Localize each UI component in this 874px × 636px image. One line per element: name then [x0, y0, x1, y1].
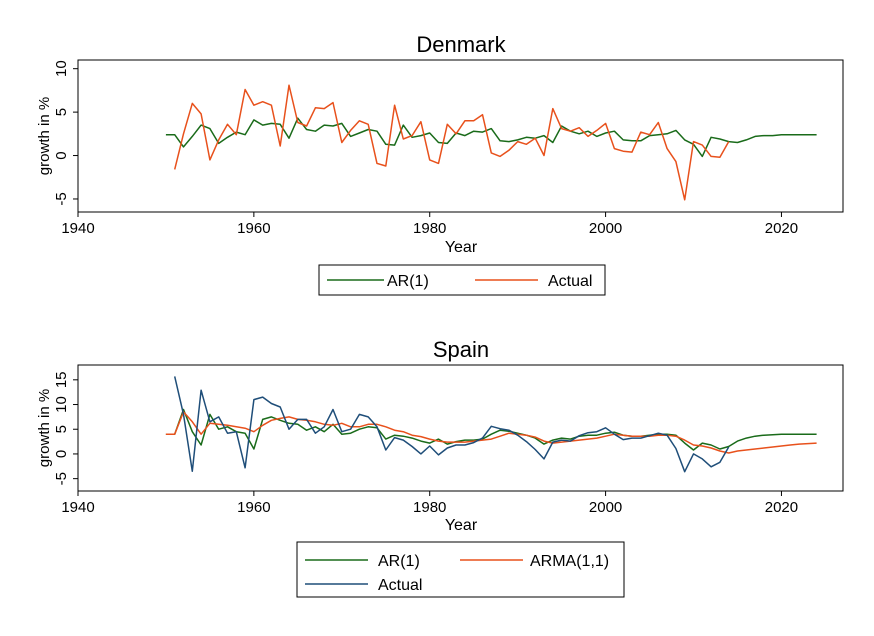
y-axis-label: growth in %	[36, 97, 53, 175]
chart-title: Spain	[433, 337, 489, 362]
series-line-ar-1	[165, 408, 817, 451]
x-tick-label: 2020	[765, 220, 798, 237]
series-lines	[165, 84, 817, 201]
chart-title: Denmark	[416, 32, 506, 57]
legend-entry-ar1: AR(1)	[327, 273, 429, 290]
plot-frame	[77, 364, 844, 492]
legend-label-actual: Actual	[548, 273, 592, 290]
x-axis-ticks: 1940 1960 1980 2000 2020	[61, 491, 798, 516]
legend-entry-ar1: AR(1)	[305, 553, 420, 570]
y-tick-label: -5	[53, 192, 70, 205]
y-tick-label: 10	[53, 60, 70, 77]
x-tick-label: 1940	[61, 499, 94, 516]
legend-entry-actual: Actual	[305, 577, 422, 594]
x-tick-label: 1960	[237, 220, 270, 237]
series-line-actual	[173, 376, 730, 473]
y-axis-ticks: -5 0 5 10	[53, 60, 78, 206]
y-tick-label: 0	[53, 151, 70, 159]
y-tick-label: 5	[53, 425, 70, 433]
legend: AR(1) ARMA(1,1) Actual	[296, 541, 625, 598]
series-line-ar-1	[165, 117, 817, 158]
series-lines	[165, 376, 817, 473]
legend-entry-arma11: ARMA(1,1)	[460, 553, 609, 570]
y-tick-label: 5	[53, 108, 70, 116]
legend: AR(1) Actual	[318, 264, 606, 296]
series-line-arma-1-1	[165, 411, 817, 454]
legend-box	[296, 541, 625, 598]
legend-label-arma11: ARMA(1,1)	[530, 553, 609, 570]
x-axis-ticks: 1940 1960 1980 2000 2020	[61, 212, 798, 237]
x-tick-label: 2020	[765, 499, 798, 516]
series-line-actual	[173, 84, 730, 201]
x-axis-label: Year	[445, 239, 478, 256]
x-axis-label: Year	[445, 517, 478, 534]
spain-panel: Spain -5 0 5 10 15 1940 1960 1980 2000 2020 grow…	[36, 337, 844, 598]
denmark-panel: Denmark -5 0 5 10 1940 1960 1980 2000 2020 grow…	[36, 32, 844, 296]
legend-label-ar1: AR(1)	[387, 273, 429, 290]
x-tick-label: 2000	[589, 499, 622, 516]
legend-label-actual: Actual	[378, 577, 422, 594]
plot-frame	[77, 59, 844, 213]
y-tick-label: 10	[53, 396, 70, 413]
legend-entry-actual: Actual	[475, 273, 592, 290]
x-tick-label: 1960	[237, 499, 270, 516]
x-tick-label: 1980	[413, 220, 446, 237]
y-axis-ticks: -5 0 5 10 15	[53, 371, 78, 485]
x-tick-label: 2000	[589, 220, 622, 237]
y-tick-label: 0	[53, 450, 70, 458]
x-tick-label: 1940	[61, 220, 94, 237]
y-axis-label: growth in %	[36, 389, 53, 467]
x-tick-label: 1980	[413, 499, 446, 516]
y-tick-label: -5	[53, 472, 70, 485]
legend-label-ar1: AR(1)	[378, 553, 420, 570]
y-tick-label: 15	[53, 371, 70, 388]
